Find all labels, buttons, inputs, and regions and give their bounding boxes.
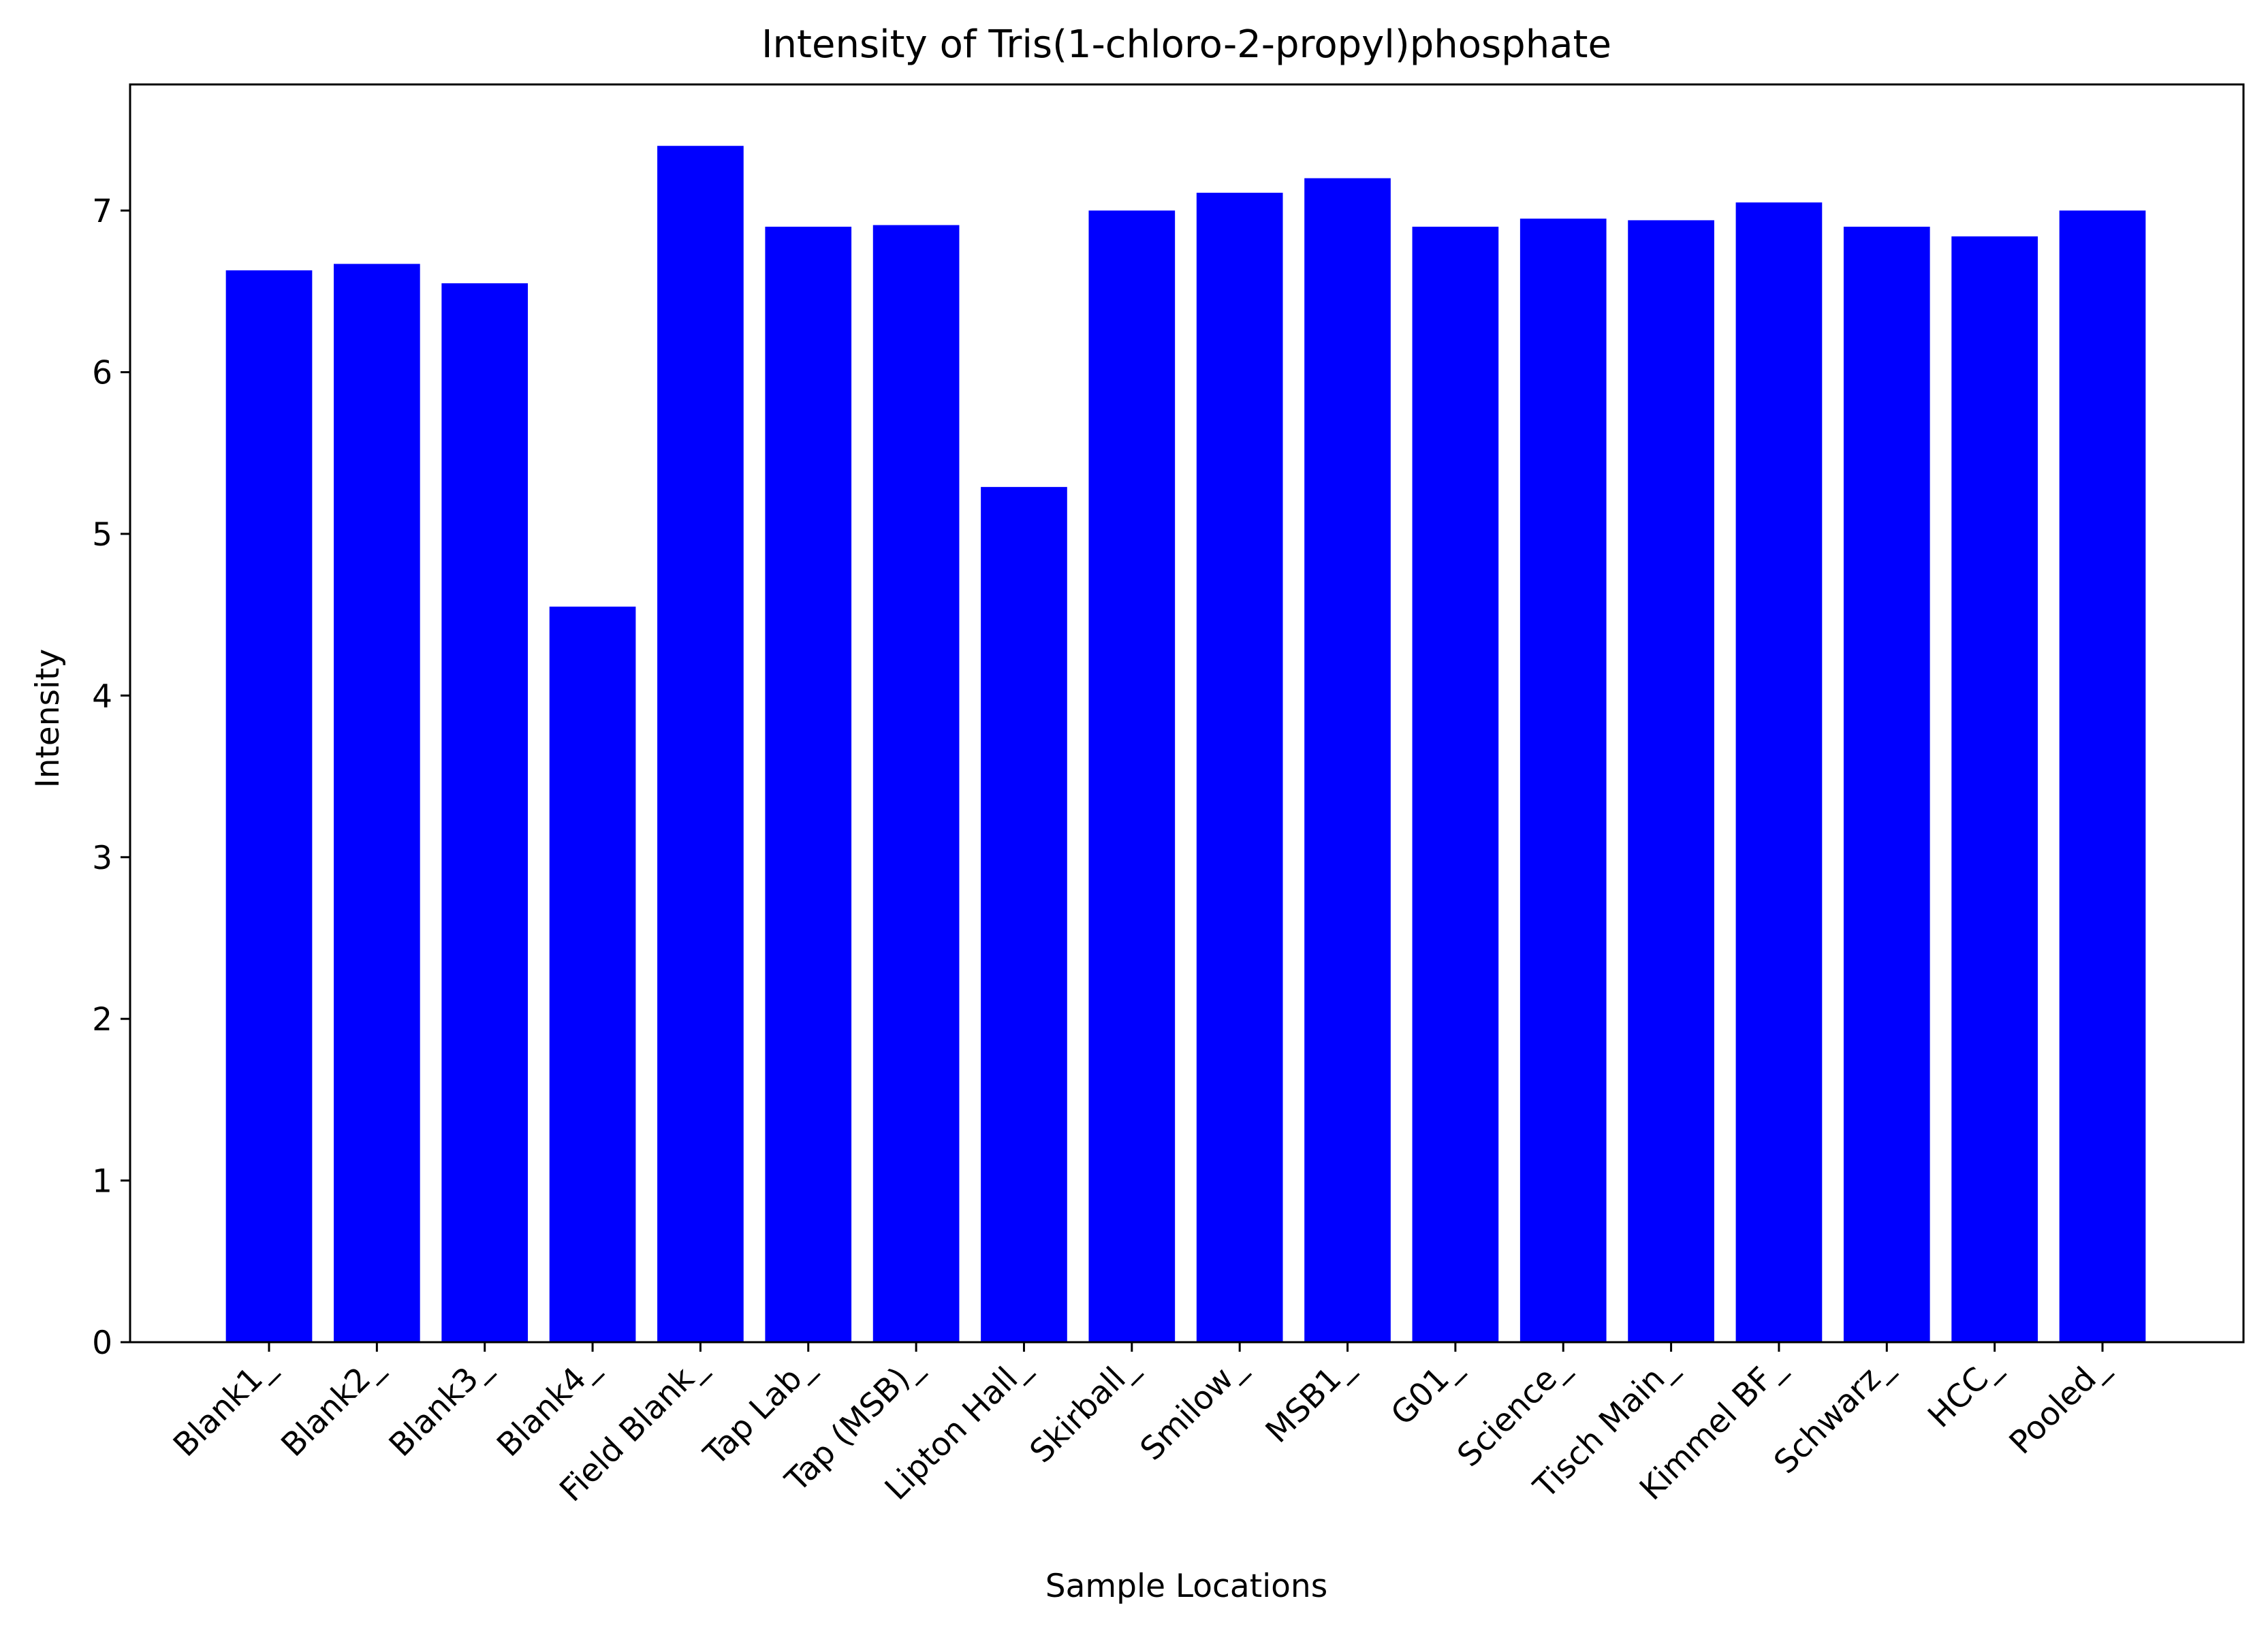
bar-7 bbox=[981, 487, 1067, 1342]
bar-9 bbox=[1196, 193, 1283, 1342]
chart-title: Intensity of Tris(1-chloro-2-propyl)phos… bbox=[761, 22, 1611, 67]
y-tick-label: 2 bbox=[92, 1001, 112, 1038]
y-tick-label: 1 bbox=[92, 1163, 112, 1201]
bars-group bbox=[225, 146, 2146, 1343]
bar-11 bbox=[1412, 226, 1499, 1342]
bar-5 bbox=[765, 226, 852, 1342]
y-tick-label: 3 bbox=[92, 840, 112, 877]
x-axis-label: Sample Locations bbox=[1045, 1568, 1327, 1605]
bar-13 bbox=[1628, 220, 1714, 1342]
y-tick-label: 4 bbox=[92, 678, 112, 715]
bar-12 bbox=[1519, 219, 1607, 1342]
bar-15 bbox=[1843, 226, 1930, 1342]
bar-6 bbox=[872, 225, 960, 1342]
bar-1 bbox=[334, 264, 420, 1342]
y-ticks-group: 0 1 2 3 4 5 6 7 bbox=[92, 193, 130, 1362]
bar-4 bbox=[657, 146, 744, 1343]
bar-10 bbox=[1304, 178, 1391, 1343]
plot-frame bbox=[129, 83, 2245, 1344]
y-axis-label: Intensity bbox=[29, 649, 67, 789]
bar-3 bbox=[549, 606, 636, 1342]
y-tick-label: 0 bbox=[92, 1324, 112, 1362]
bar-14 bbox=[1735, 202, 1823, 1342]
bar-16 bbox=[1951, 236, 2038, 1342]
bar-2 bbox=[441, 283, 529, 1342]
bar-8 bbox=[1088, 210, 1176, 1342]
y-tick-label: 5 bbox=[92, 516, 112, 554]
bar-0 bbox=[225, 270, 313, 1342]
y-tick-label: 6 bbox=[92, 355, 112, 392]
y-tick-label: 7 bbox=[92, 193, 112, 230]
bar-17 bbox=[2059, 210, 2146, 1342]
